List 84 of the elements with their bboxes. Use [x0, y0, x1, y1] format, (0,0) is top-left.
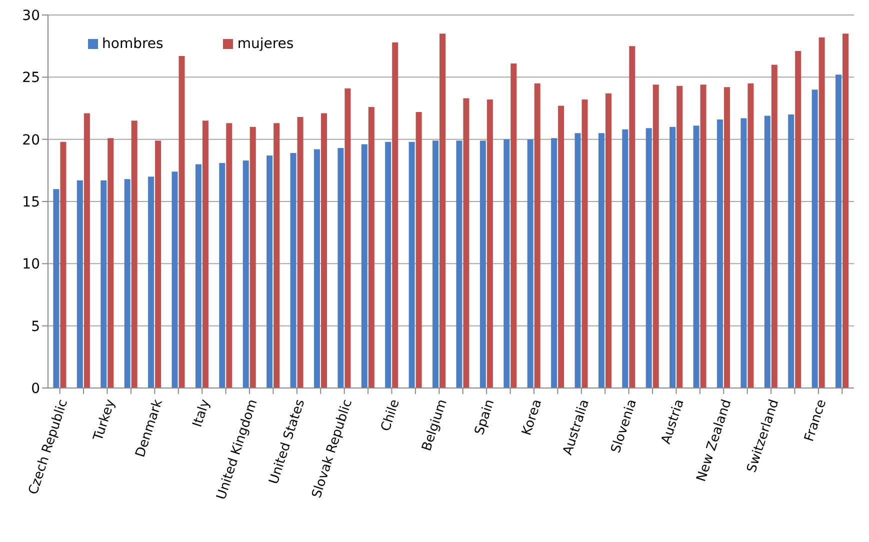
- x-tick-label: Italy: [190, 397, 214, 430]
- y-tick-label: 20: [22, 132, 40, 148]
- legend-label: mujeres: [237, 36, 294, 52]
- bar: [670, 126, 676, 388]
- bar: [740, 118, 747, 388]
- bar: [53, 189, 60, 388]
- bar: [195, 164, 202, 388]
- bar: [76, 180, 83, 388]
- bar: [724, 87, 730, 388]
- bar: [480, 140, 486, 388]
- bar: [432, 140, 439, 388]
- bar: [226, 123, 232, 388]
- bar: [605, 93, 612, 388]
- bar: [700, 84, 706, 388]
- bar: [818, 37, 825, 388]
- bar: [60, 142, 66, 388]
- bar: [676, 86, 683, 388]
- bar: [84, 113, 90, 388]
- bar: [385, 142, 392, 388]
- bar: [155, 140, 162, 388]
- bar: [504, 139, 510, 388]
- y-tick-label: 30: [22, 8, 40, 24]
- bar: [510, 63, 517, 388]
- y-tick-label: 10: [22, 256, 40, 273]
- bar: [598, 133, 604, 388]
- bar: [274, 123, 280, 388]
- bar: [344, 88, 351, 388]
- bar: [320, 113, 327, 388]
- bar: [361, 144, 368, 388]
- bar: [788, 114, 794, 388]
- bar: [124, 179, 130, 388]
- bar: [178, 56, 185, 388]
- bar: [172, 172, 178, 388]
- bar: [290, 153, 296, 388]
- bar: [202, 120, 208, 388]
- bar: [338, 148, 344, 388]
- bar: [131, 120, 138, 388]
- bar: [242, 160, 249, 388]
- bar: [368, 107, 374, 388]
- bar: [456, 140, 462, 388]
- bar: [582, 100, 588, 388]
- x-tick-label: France: [802, 398, 830, 444]
- bar: [266, 155, 273, 388]
- bar: [551, 138, 558, 388]
- bar: [622, 129, 628, 388]
- bar: [836, 74, 842, 388]
- bar: [764, 116, 770, 388]
- y-tick-label: 0: [31, 380, 40, 397]
- bar: [148, 176, 154, 388]
- bar: [693, 126, 700, 388]
- bar: [534, 83, 540, 388]
- x-tick-label: Chile: [378, 398, 403, 434]
- bar: [297, 116, 304, 388]
- x-tick-label: Korea: [519, 398, 546, 438]
- bar: [108, 138, 114, 388]
- bar: [716, 119, 723, 388]
- bar: [314, 149, 320, 388]
- bar: [652, 84, 659, 388]
- bar: [748, 83, 754, 388]
- bar: [842, 34, 849, 388]
- bar: [219, 162, 226, 388]
- bar: [100, 180, 107, 388]
- legend-label: hombres: [102, 36, 164, 52]
- bar: [795, 51, 802, 388]
- bar: [463, 98, 470, 388]
- bar: [440, 34, 446, 388]
- bar: [250, 126, 256, 388]
- bar: [646, 128, 652, 388]
- y-tick-label: 25: [22, 70, 40, 86]
- bar: [574, 133, 581, 388]
- x-tick-label: Austria: [658, 398, 688, 446]
- bar: [392, 42, 398, 388]
- x-tick-label: United States: [266, 397, 308, 486]
- bar: [408, 142, 415, 388]
- bar: [629, 46, 636, 388]
- bar: [812, 90, 818, 388]
- bar: [486, 100, 493, 388]
- bar: [558, 106, 564, 388]
- bar: [527, 139, 534, 388]
- y-tick-label: 15: [22, 194, 40, 210]
- x-tick-label: Spain: [472, 398, 498, 437]
- bar: [771, 64, 778, 388]
- y-tick-label: 5: [31, 318, 40, 335]
- bar: [416, 112, 422, 388]
